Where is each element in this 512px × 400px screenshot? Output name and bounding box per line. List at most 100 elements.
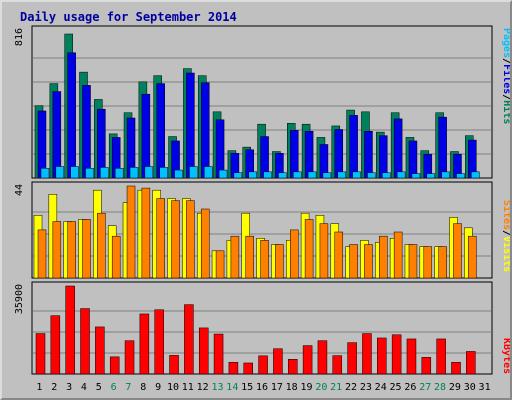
y-max-label-visits: 44 xyxy=(14,184,25,196)
bar-files-day-9 xyxy=(156,83,165,179)
bar-pages-day-18 xyxy=(293,171,302,179)
bar-files-day-26 xyxy=(408,140,418,179)
legend-entry: / xyxy=(501,94,510,100)
bar-kbytes-day-16 xyxy=(258,355,268,375)
bar-kbytes-day-6 xyxy=(109,356,120,375)
bar-sites-day-6 xyxy=(111,235,121,279)
bar-sites-day-12 xyxy=(200,208,210,279)
x-tick-label-day-15: 15 xyxy=(241,382,253,393)
x-tick-label-day-12: 12 xyxy=(197,382,209,393)
bar-pages-day-16 xyxy=(263,171,272,179)
bar-files-day-21 xyxy=(334,129,344,179)
x-tick-label-day-21: 21 xyxy=(330,382,342,393)
bar-sites-day-20 xyxy=(319,223,329,279)
legend-entry: / xyxy=(501,58,510,64)
bar-pages-day-6 xyxy=(114,168,124,179)
bar-files-day-4 xyxy=(82,85,91,179)
legend-sites-visits: Sites/Visits xyxy=(501,200,510,272)
bar-kbytes-day-22 xyxy=(347,342,357,375)
bar-pages-day-5 xyxy=(100,167,109,179)
x-tick-label-day-30: 30 xyxy=(464,382,476,393)
x-tick-label-day-14: 14 xyxy=(226,382,238,393)
bar-pages-day-4 xyxy=(85,168,94,179)
bar-pages-day-27 xyxy=(426,173,436,179)
x-tick-label-day-23: 23 xyxy=(360,382,372,393)
bar-pages-day-29 xyxy=(456,173,465,179)
bar-sites-day-8 xyxy=(141,187,151,279)
bar-pages-day-30 xyxy=(471,171,480,179)
bar-sites-day-15 xyxy=(245,235,254,279)
legend-entry: Sites xyxy=(501,200,510,230)
bar-kbytes-day-19 xyxy=(302,345,313,375)
x-tick-label-day-6: 6 xyxy=(111,382,117,393)
x-tick-label-day-16: 16 xyxy=(256,382,268,393)
bar-files-day-11 xyxy=(186,72,195,179)
x-tick-label-day-19: 19 xyxy=(300,382,312,393)
bar-pages-day-21 xyxy=(337,171,347,179)
x-tick-label-day-11: 11 xyxy=(182,382,194,393)
x-tick-label-day-10: 10 xyxy=(167,382,179,393)
bar-pages-day-14 xyxy=(233,172,243,179)
bar-pages-day-22 xyxy=(352,171,361,179)
x-tick-label-day-17: 17 xyxy=(271,382,283,393)
bar-kbytes-day-28 xyxy=(436,338,446,375)
bar-pages-day-12 xyxy=(203,166,213,179)
bar-kbytes-day-10 xyxy=(169,355,179,375)
legend-entry: Pages xyxy=(501,28,510,58)
bar-kbytes-day-17 xyxy=(273,348,283,375)
bar-kbytes-day-1 xyxy=(35,333,46,375)
bar-pages-day-7 xyxy=(129,167,139,179)
bar-pages-day-24 xyxy=(382,172,391,179)
bar-pages-day-20 xyxy=(322,172,332,179)
bar-sites-day-1 xyxy=(37,229,47,279)
bar-pages-day-28 xyxy=(441,171,450,179)
bar-kbytes-day-7 xyxy=(124,340,135,375)
x-tick-label-day-31: 31 xyxy=(479,382,491,393)
bar-sites-day-14 xyxy=(230,235,240,279)
bar-pages-day-11 xyxy=(189,166,198,179)
y-max-label-kbytes: 35900 xyxy=(14,284,25,314)
bar-pages-day-8 xyxy=(144,166,154,179)
x-tick-label-day-20: 20 xyxy=(315,382,327,393)
bar-pages-day-10 xyxy=(174,169,183,179)
legend-entry: Hits xyxy=(501,100,510,124)
bar-pages-day-26 xyxy=(411,173,421,179)
bar-sites-day-28 xyxy=(438,246,447,279)
bar-sites-day-17 xyxy=(275,244,284,279)
bar-kbytes-day-4 xyxy=(80,308,90,375)
bar-files-day-28 xyxy=(438,116,447,179)
x-tick-label-day-8: 8 xyxy=(140,382,146,393)
x-tick-label-day-4: 4 xyxy=(81,382,87,393)
bar-kbytes-day-20 xyxy=(317,340,328,375)
bar-files-day-1 xyxy=(37,110,47,179)
bar-pages-day-13 xyxy=(218,169,228,179)
bar-kbytes-day-23 xyxy=(362,333,372,375)
bar-files-day-2 xyxy=(52,91,62,179)
bar-sites-day-21 xyxy=(334,231,344,279)
x-tick-label-day-26: 26 xyxy=(404,382,416,393)
bar-kbytes-day-3 xyxy=(65,285,75,375)
x-tick-label-day-25: 25 xyxy=(390,382,402,393)
bar-files-day-13 xyxy=(215,119,225,179)
bar-kbytes-day-13 xyxy=(213,333,224,375)
bar-files-day-24 xyxy=(379,135,388,179)
bar-files-day-19 xyxy=(304,130,314,179)
bar-kbytes-day-5 xyxy=(95,326,105,375)
bar-kbytes-day-2 xyxy=(50,315,61,375)
bar-sites-day-5 xyxy=(97,212,106,279)
bar-pages-day-23 xyxy=(367,172,376,179)
bar-kbytes-day-18 xyxy=(288,359,298,375)
bar-kbytes-day-24 xyxy=(377,337,387,375)
bar-files-day-3 xyxy=(67,52,76,179)
bar-files-day-22 xyxy=(349,115,358,179)
bar-sites-day-16 xyxy=(260,240,269,279)
bar-kbytes-day-25 xyxy=(391,334,402,375)
bar-sites-day-27 xyxy=(423,246,433,279)
bar-sites-day-25 xyxy=(393,231,403,279)
x-tick-label-day-1: 1 xyxy=(36,382,42,393)
bar-sites-day-3 xyxy=(67,221,76,279)
bar-kbytes-day-8 xyxy=(139,313,150,375)
bar-pages-day-1 xyxy=(40,168,50,179)
bar-files-day-23 xyxy=(364,130,373,179)
